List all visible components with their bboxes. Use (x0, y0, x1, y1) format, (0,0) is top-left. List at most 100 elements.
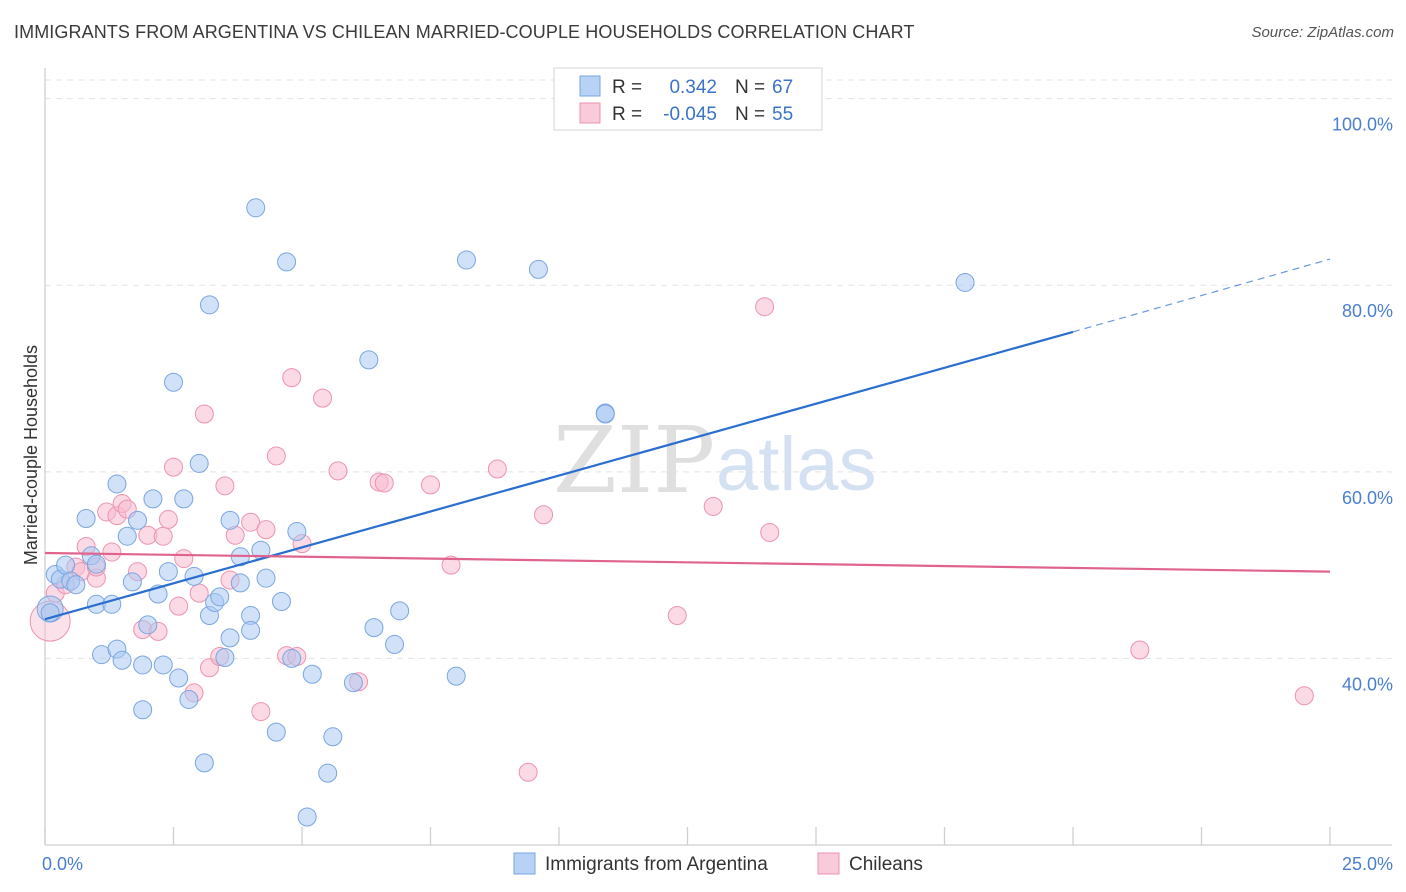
argentina-point (456, 250, 476, 270)
chileans-point (153, 526, 173, 546)
argentina-point (318, 763, 338, 783)
chileans-point (215, 476, 235, 496)
argentina-point (220, 510, 240, 530)
chart-title: IMMIGRANTS FROM ARGENTINA VS CHILEAN MAR… (14, 22, 915, 42)
chileans-point (256, 520, 276, 540)
argentina-point (199, 295, 219, 315)
argentina-point (40, 603, 60, 623)
chileans-point (421, 475, 440, 495)
legend-n-label-chileans: N = (735, 104, 765, 125)
legend-r-label-chileans: R = (612, 104, 642, 125)
argentina-point (220, 628, 240, 648)
argentina-point (189, 453, 209, 473)
chileans-point (313, 388, 333, 408)
argentina-point (117, 526, 137, 546)
argentina-point (277, 252, 297, 272)
argentina-point (107, 474, 127, 494)
argentina-point (271, 592, 291, 612)
chileans-point (703, 496, 723, 516)
argentina-point (287, 522, 307, 542)
correlation-legend: R = 0.342 N = 67 R = -0.045 N = 55 (553, 67, 823, 131)
argentina-point (343, 673, 363, 693)
y-axis-label: Married-couple Households (21, 345, 41, 565)
bottom-legend-swatch-chileans (817, 852, 840, 875)
chileans-point (174, 549, 194, 569)
argentina-point (385, 634, 405, 654)
argentina-point (169, 668, 189, 688)
chileans-point (169, 596, 189, 616)
chileans-points (29, 297, 1314, 782)
argentina-point (128, 510, 148, 530)
argentina-trend-extension (1072, 258, 1331, 333)
argentina-point (390, 601, 410, 621)
chileans-point (534, 505, 554, 525)
y-tick-label: 40.0% (1342, 674, 1393, 694)
argentina-point (179, 689, 199, 709)
argentina-point (194, 753, 214, 773)
argentina-point (56, 555, 76, 575)
chileans-point (241, 512, 261, 532)
argentina-point (256, 568, 276, 588)
chileans-point (518, 762, 538, 782)
chileans-point (164, 457, 183, 477)
gridlines: 40.0% 60.0% 80.0% 100.0% (45, 79, 1393, 694)
chileans-point (328, 461, 348, 481)
watermark-atlas: atlas (716, 422, 877, 507)
chileans-point (667, 606, 687, 625)
legend-r-label-argentina: R = (612, 77, 642, 98)
legend-n-value-chileans: 55 (772, 104, 793, 125)
argentina-point (66, 575, 86, 595)
legend-swatch-argentina (579, 75, 601, 97)
chileans-point (189, 583, 209, 603)
x-tick-label-max: 25.0% (1342, 854, 1393, 874)
chileans-point (158, 509, 178, 529)
series-legend: Immigrants from Argentina Chileans (513, 852, 923, 875)
argentina-point (112, 650, 132, 670)
argentina-point (364, 618, 384, 638)
argentina-point (246, 198, 266, 218)
legend-swatch-chileans (579, 102, 601, 124)
chileans-point (374, 473, 394, 493)
argentina-point (323, 727, 343, 747)
watermark: ZIP atlas (553, 407, 877, 514)
chileans-trend-line (44, 551, 1331, 573)
chileans-point (194, 404, 214, 424)
argentina-point (210, 587, 230, 607)
argentina-point (215, 647, 235, 667)
chileans-point (1294, 686, 1314, 706)
chileans-point (760, 522, 780, 542)
y-tick-label: 80.0% (1342, 301, 1393, 321)
argentina-point (266, 722, 286, 742)
chileans-point (755, 297, 775, 317)
argentina-point (955, 272, 975, 292)
legend-r-value-chileans: -0.045 (663, 104, 717, 125)
argentina-point (153, 655, 173, 675)
chileans-point (1130, 640, 1150, 660)
trend-lines (44, 258, 1331, 621)
argentina-point (528, 259, 548, 279)
axes (44, 68, 1392, 846)
argentina-point (76, 508, 96, 528)
argentina-point (158, 562, 178, 582)
bottom-legend-label-argentina: Immigrants from Argentina (545, 854, 768, 875)
legend-n-label-argentina: N = (735, 77, 765, 98)
legend-n-value-argentina: 67 (772, 77, 793, 98)
chart-source: Source: ZipAtlas.com (1251, 24, 1394, 41)
legend-r-value-argentina: 0.342 (669, 77, 717, 98)
argentina-point (359, 350, 379, 370)
bottom-legend-label-chileans: Chileans (849, 854, 923, 875)
bottom-legend-swatch-argentina (513, 852, 536, 875)
chileans-point (102, 542, 122, 562)
argentina-point (164, 372, 183, 392)
argentina-point (86, 554, 106, 574)
argentina-trend-line (44, 330, 1074, 621)
argentina-point (230, 573, 250, 593)
chileans-point (441, 555, 461, 575)
argentina-point (595, 404, 615, 424)
argentina-point (282, 648, 302, 668)
chileans-point (251, 702, 271, 722)
argentina-point (446, 666, 466, 686)
argentina-point (174, 489, 194, 509)
x-tick-label-min: 0.0% (42, 854, 83, 874)
